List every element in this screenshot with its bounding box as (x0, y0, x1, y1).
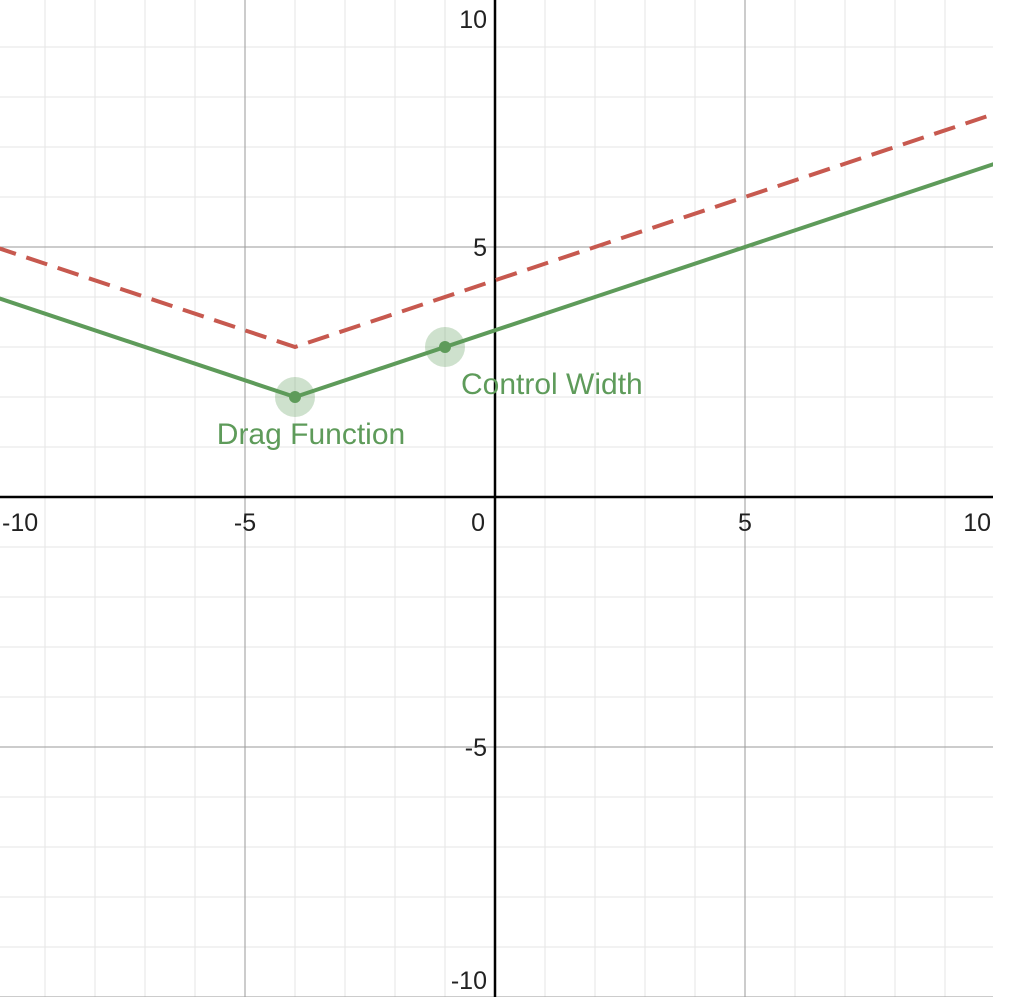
x-tick-label: -10 (2, 509, 38, 537)
series-line (0, 112, 993, 349)
point-label: Control Width (461, 368, 643, 401)
y-tick-label: 5 (473, 234, 487, 262)
point-label: Drag Function (217, 418, 405, 451)
y-tick-label: 10 (459, 6, 487, 34)
x-tick-label: 10 (963, 509, 991, 537)
point[interactable] (439, 341, 451, 353)
point[interactable] (289, 391, 301, 403)
y-tick-label: -10 (451, 967, 487, 995)
plot (0, 0, 993, 997)
x-tick-label: -5 (234, 509, 256, 537)
y-tick-label: -5 (465, 734, 487, 762)
x-tick-label: 0 (471, 509, 485, 537)
x-tick-label: 5 (738, 509, 752, 537)
